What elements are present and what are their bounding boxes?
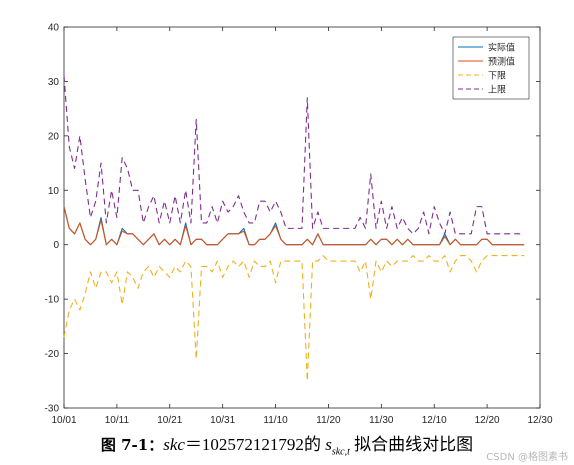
caption-prefix: 图 7-1： (100, 436, 164, 454)
caption-formula-var: skc (163, 435, 185, 454)
y-tick-label: 20 (48, 131, 60, 142)
watermark: CSDN @格图素书 (486, 452, 568, 463)
legend-label-1: 预测值 (488, 56, 515, 68)
y-tick-label: 10 (48, 186, 60, 197)
caption-suffix: 拟合曲线对比图 (354, 435, 474, 454)
series-layer (63, 75, 525, 382)
y-axis: -30 -20 -10 0 10 20 30 40 (45, 23, 540, 415)
caption-symbol-subscript: skc,t (331, 446, 350, 458)
y-tick-label: 30 (48, 77, 60, 88)
x-axis: 10/01 10/11 10/21 10/31 11/10 11/20 11/30 12/10… (51, 27, 553, 426)
x-tick-label: 11/20 (316, 415, 341, 426)
legend-label-0: 实际值 (488, 42, 515, 54)
y-tick-label: -20 (45, 349, 60, 360)
series-line-3 (63, 75, 525, 235)
y-tick-label: 0 (53, 240, 59, 251)
x-tick-label: 11/10 (263, 415, 288, 426)
x-tick-label: 11/30 (369, 415, 394, 426)
x-tick-label: 10/31 (210, 415, 235, 426)
x-tick-label: 12/20 (475, 415, 500, 426)
x-tick-label: 12/30 (527, 415, 552, 426)
legend-label-3: 上限 (488, 85, 506, 96)
y-tick-label: -30 (45, 404, 60, 415)
figure-caption: 图 7-1：skc＝102572121792的 sskc,t 拟合曲线对比图 (0, 430, 574, 457)
series-line-2 (63, 255, 525, 382)
x-tick-label: 10/01 (51, 415, 76, 426)
series-line-1 (63, 206, 525, 246)
caption-formula-value: ＝102572121792 (184, 435, 304, 454)
y-tick-label: 40 (48, 23, 60, 34)
x-tick-label: 10/21 (157, 415, 182, 426)
legend-label-2: 下限 (488, 71, 506, 82)
y-tick-label: -10 (45, 295, 60, 306)
x-tick-label: 10/11 (105, 415, 130, 426)
caption-connector: 的 (303, 435, 321, 454)
caption-symbol: s (325, 435, 332, 454)
x-tick-label: 12/10 (422, 415, 447, 426)
